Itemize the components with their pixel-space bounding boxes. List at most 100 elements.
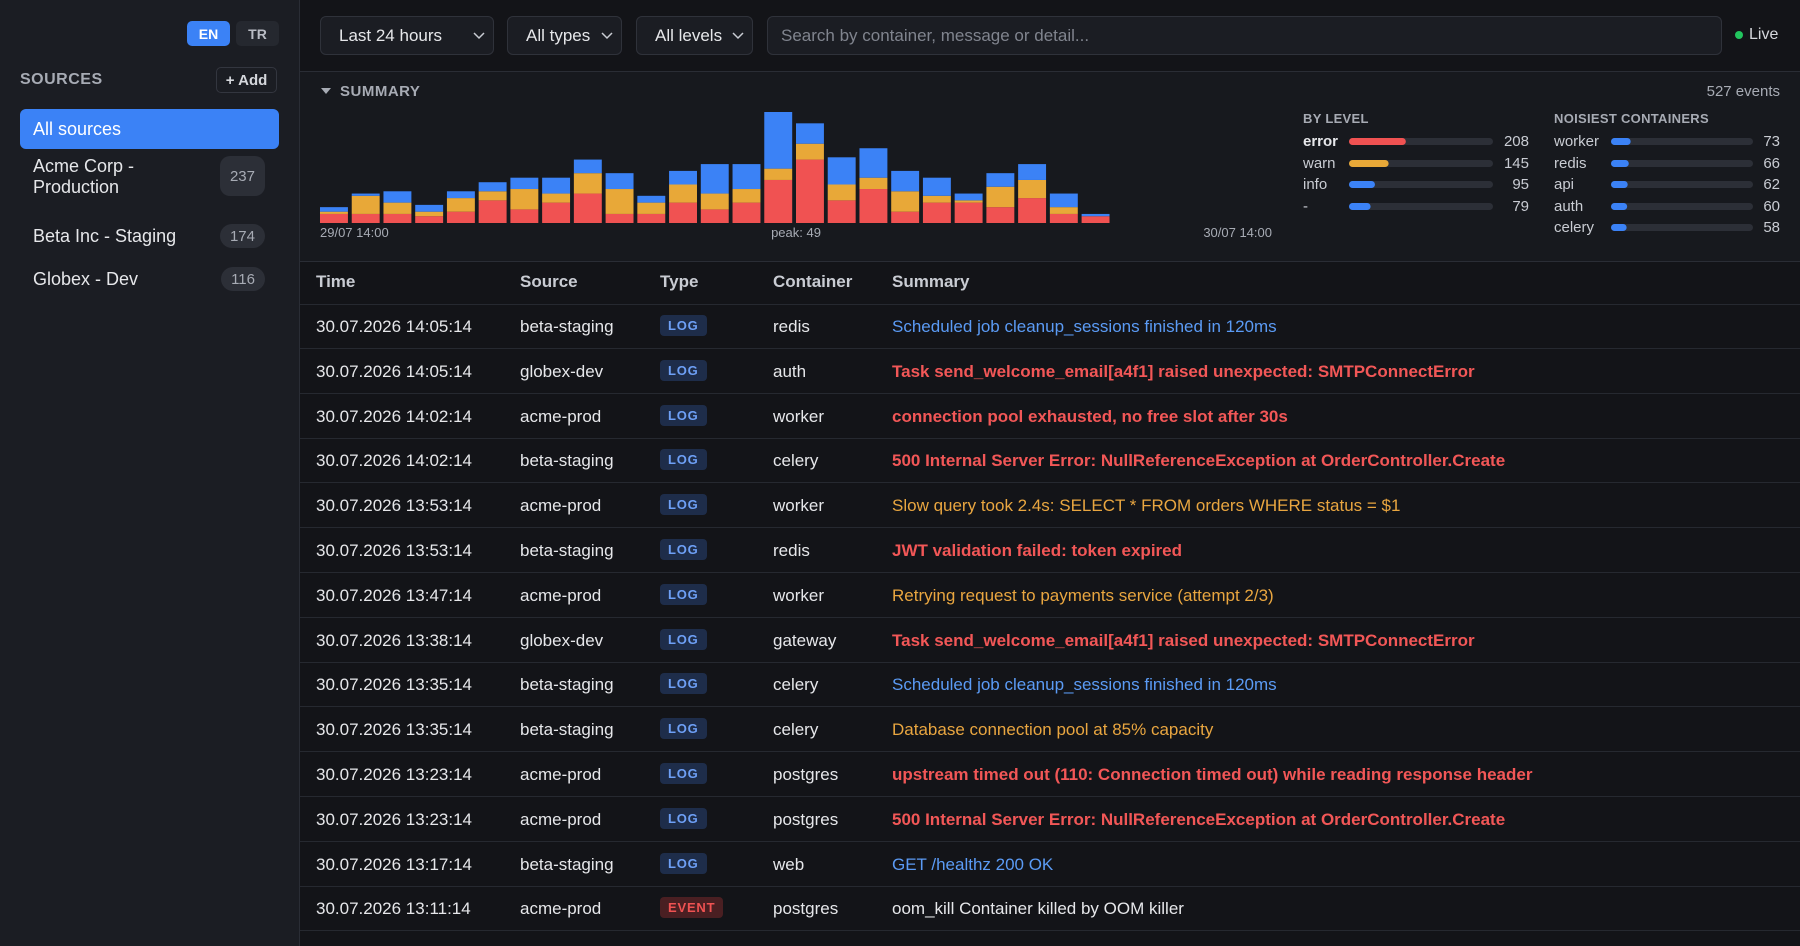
type-badge: LOG — [660, 539, 707, 560]
panel-bar — [1349, 181, 1493, 188]
live-dot — [1735, 31, 1743, 39]
histogram-bar — [922, 202, 951, 223]
histogram-bar — [986, 207, 1015, 223]
cell-container: redis — [773, 541, 810, 560]
type-badge: LOG — [660, 404, 707, 426]
row-divider — [300, 796, 1800, 797]
histogram-bar — [827, 184, 856, 201]
source-item[interactable]: Globex - Dev 116 — [20, 261, 279, 297]
histogram-bar — [415, 211, 444, 217]
panel-item-count: 62 — [1763, 176, 1780, 193]
cell-summary: upstream timed out (110: Connection time… — [892, 765, 1533, 784]
histogram-bar — [891, 211, 920, 223]
log-row[interactable]: 30.07.2026 13:23:14 acme-prod LOG postgres 5… — [300, 797, 1800, 842]
histogram-bar — [478, 182, 507, 192]
filter-select[interactable]: All levels — [636, 16, 753, 55]
cell-source: acme-prod — [520, 899, 602, 919]
bar-track — [1611, 202, 1753, 210]
bar-fill — [1349, 181, 1375, 188]
x-start-label: 29/07 14:00 — [320, 225, 389, 240]
panel-item-name: redis — [1554, 154, 1587, 172]
cell-container: redis — [773, 317, 810, 336]
source-item[interactable]: Acme Corp - Production 237 — [20, 154, 279, 206]
histogram-bar — [573, 193, 602, 223]
sources-title: SOURCES — [20, 71, 103, 88]
live-indicator[interactable]: Live — [1735, 26, 1778, 44]
histogram-bar — [827, 200, 856, 223]
collapse-icon[interactable] — [321, 88, 331, 96]
log-row[interactable]: 30.07.2026 14:02:14 beta-staging LOG celery… — [300, 438, 1800, 484]
log-row[interactable]: 30.07.2026 13:53:14 acme-prod LOG worker Slo… — [300, 483, 1800, 529]
histogram-bar — [637, 195, 666, 203]
histogram-bar — [764, 179, 793, 223]
cell-source: acme-prod — [520, 585, 602, 605]
cell-time: 30.07.2026 13:47:14 — [316, 585, 472, 605]
summary-panel — [300, 71, 1800, 262]
row-divider — [300, 482, 1800, 484]
log-row[interactable]: 30.07.2026 13:17:14 beta-staging LOG web GET… — [300, 842, 1800, 887]
summary-title: SUMMARY — [340, 83, 421, 100]
column-header: Container — [773, 272, 853, 291]
cell-container: worker — [773, 585, 825, 605]
cell-summary: Task send_welcome_email[a4f1] raised une… — [892, 630, 1475, 650]
type-badge: LOG — [660, 718, 707, 740]
source-count: 174 — [219, 224, 265, 248]
panel-bar — [1349, 138, 1493, 145]
histogram-bar — [669, 170, 697, 185]
log-row[interactable]: 30.07.2026 13:35:14 beta-staging LOG celery… — [300, 707, 1800, 753]
bar-fill — [1611, 202, 1628, 210]
log-row[interactable]: 30.07.2026 13:47:14 acme-prod LOG worker Ret… — [300, 573, 1800, 618]
log-row[interactable]: 30.07.2026 13:38:14 globex-dev LOG gateway T… — [300, 618, 1800, 663]
log-row[interactable]: 30.07.2026 13:11:14 acme-prod EVENT postgre… — [300, 886, 1800, 932]
panel-item-name: warn — [1303, 154, 1336, 172]
log-row[interactable]: 30.07.2026 13:35:14 beta-staging LOG celery… — [300, 662, 1800, 708]
search-input[interactable]: Search by container, message or detail..… — [767, 16, 1722, 55]
add-source-button[interactable]: + Add — [216, 67, 277, 93]
histogram-bar — [700, 209, 729, 223]
cell-container: worker — [773, 406, 825, 426]
cell-time: 30.07.2026 13:35:14 — [316, 675, 472, 695]
histogram-bar — [669, 202, 697, 223]
histogram-bar — [1049, 193, 1078, 208]
histogram-bar — [732, 202, 761, 223]
bar-track — [1611, 138, 1753, 145]
source-item-active[interactable]: All sources — [20, 109, 279, 149]
histogram-bar — [796, 159, 824, 223]
histogram-bar — [1018, 179, 1047, 199]
histogram-bar — [446, 198, 475, 212]
panel-item-name: - — [1303, 197, 1308, 215]
histogram-bar — [1018, 198, 1047, 223]
language-button[interactable]: TR — [236, 21, 279, 46]
histogram-bar — [351, 193, 380, 196]
source-item[interactable]: Beta Inc - Staging 174 — [20, 218, 279, 254]
log-row[interactable]: 30.07.2026 14:05:14 globex-dev LOG auth Task… — [300, 349, 1800, 394]
cell-source: acme-prod — [520, 406, 602, 426]
source-name: Acme Corp - Production — [33, 156, 135, 197]
histogram-bar — [859, 177, 888, 190]
select-label: All types — [526, 25, 591, 45]
type-badge: LOG — [660, 315, 707, 336]
language-button[interactable]: EN — [187, 21, 230, 46]
log-row[interactable]: 30.07.2026 13:53:14 beta-staging LOG redis J… — [300, 528, 1800, 573]
log-row[interactable]: 30.07.2026 14:02:14 acme-prod LOG worker con… — [300, 394, 1800, 439]
log-row[interactable]: 30.07.2026 14:05:14 beta-staging LOG redis S… — [300, 304, 1800, 349]
type-badge: LOG — [660, 359, 707, 381]
cell-container: worker — [773, 496, 825, 516]
cell-summary: Slow query took 2.4s: SELECT * FROM orde… — [892, 496, 1401, 516]
panel-bar — [1611, 159, 1753, 167]
histogram: 29/07 14:00 30/07 14:00 peak: 49 — [320, 112, 1272, 240]
bar-track — [1349, 202, 1493, 210]
cell-time: 30.07.2026 13:23:14 — [316, 765, 472, 784]
histogram-bar — [954, 193, 983, 201]
filter-select[interactable]: Last 24 hours — [320, 16, 494, 55]
cell-container: postgres — [773, 765, 839, 784]
histogram-bar — [796, 123, 824, 144]
source-count: 116 — [221, 267, 265, 291]
histogram-bar — [383, 213, 412, 223]
row-divider — [300, 930, 1800, 932]
panel-item-count: 95 — [1512, 176, 1529, 193]
filter-select[interactable]: All types — [507, 16, 622, 55]
cell-summary: Retrying request to payments service (at… — [892, 585, 1274, 605]
log-row[interactable]: 30.07.2026 13:23:14 acme-prod LOG postgres u… — [300, 752, 1800, 797]
row-divider — [300, 572, 1800, 573]
